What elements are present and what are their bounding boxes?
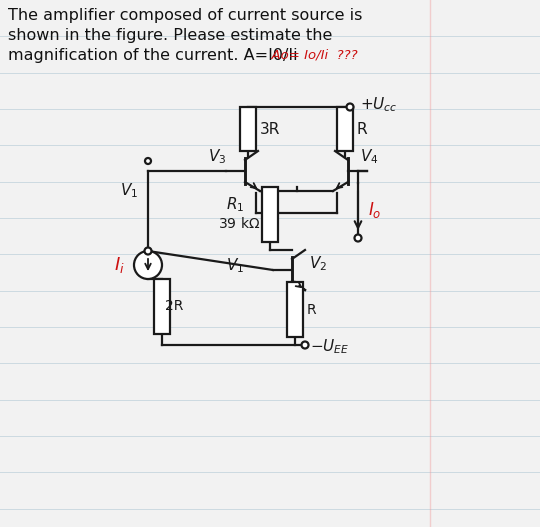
Text: R: R (357, 122, 368, 136)
Text: R: R (307, 302, 316, 317)
Text: $-U_{EE}$: $-U_{EE}$ (310, 338, 349, 356)
Text: $I_o$: $I_o$ (368, 200, 381, 220)
Text: shown in the figure. Please estimate the: shown in the figure. Please estimate the (8, 28, 333, 43)
Text: 3R: 3R (260, 122, 280, 136)
Text: $V_3$: $V_3$ (208, 148, 226, 167)
Text: $I_i$: $I_i$ (114, 255, 125, 275)
Text: 2R: 2R (165, 299, 184, 314)
Bar (240, 107, 256, 151)
Text: $V_1$: $V_1$ (226, 257, 244, 275)
Bar (154, 279, 170, 334)
Circle shape (145, 248, 152, 255)
Circle shape (134, 251, 162, 279)
Text: $V_2$: $V_2$ (309, 255, 327, 274)
Circle shape (347, 103, 354, 111)
Text: $V_1$: $V_1$ (120, 182, 138, 200)
Circle shape (145, 158, 151, 164)
Bar (337, 107, 353, 151)
Circle shape (301, 341, 308, 348)
Text: 39 k$\Omega$: 39 k$\Omega$ (218, 216, 260, 231)
Text: Ao= Io/Ii  ???: Ao= Io/Ii ??? (263, 48, 357, 61)
Text: magnification of the current. A=I0/Ii: magnification of the current. A=I0/Ii (8, 48, 298, 63)
Text: The amplifier composed of current source is: The amplifier composed of current source… (8, 8, 362, 23)
Text: +$U_{cc}$: +$U_{cc}$ (360, 95, 397, 114)
Circle shape (354, 235, 361, 241)
Text: $V_4$: $V_4$ (360, 148, 379, 167)
Text: $R_1$: $R_1$ (226, 195, 244, 214)
Bar (287, 282, 303, 337)
Bar (262, 187, 278, 242)
